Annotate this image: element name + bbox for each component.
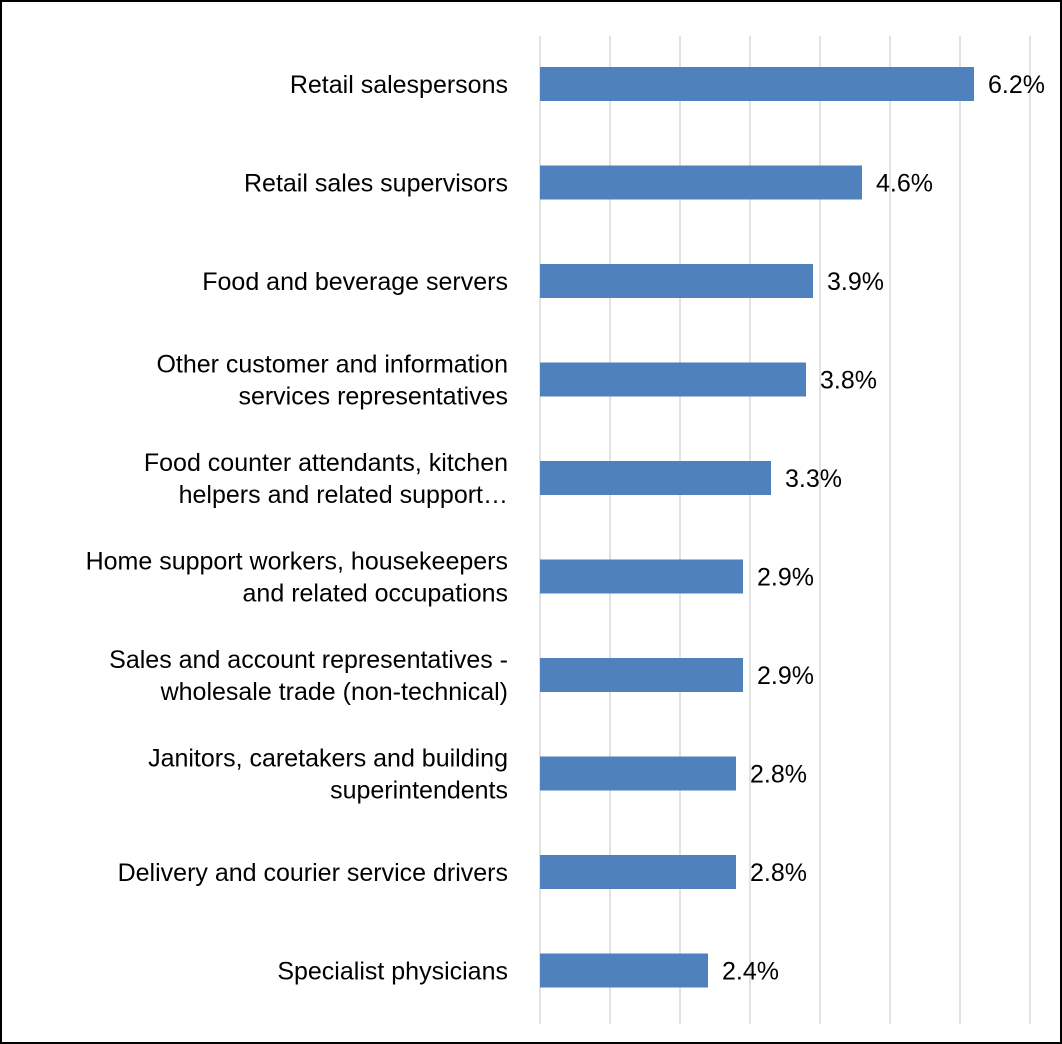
data-label: 6.2% — [988, 71, 1045, 99]
bar — [540, 559, 743, 594]
bar — [540, 658, 743, 692]
category-label: Specialist physicians — [277, 958, 508, 986]
data-label: 2.9% — [757, 662, 814, 690]
data-label: 2.4% — [722, 958, 779, 986]
data-label: 2.8% — [750, 761, 807, 789]
bar — [540, 953, 708, 988]
bar — [540, 264, 813, 298]
data-label: 4.6% — [876, 170, 933, 198]
bar — [540, 67, 974, 101]
bar — [540, 855, 736, 889]
category-label: wholesale trade (non-technical) — [160, 678, 508, 706]
data-label: 3.8% — [820, 367, 877, 395]
bar — [540, 756, 736, 791]
category-label: Delivery and courier service drivers — [118, 859, 508, 887]
category-label: Janitors, caretakers and building — [148, 745, 508, 773]
category-label: Sales and account representatives - — [109, 646, 508, 674]
data-label: 3.9% — [827, 268, 884, 296]
category-label: Home support workers, housekeepers — [86, 548, 508, 576]
category-label: superintendents — [330, 777, 508, 805]
bar — [540, 165, 862, 200]
data-label: 2.8% — [750, 859, 807, 887]
category-label: Retail salespersons — [290, 71, 508, 99]
category-label: Retail sales supervisors — [244, 170, 508, 198]
labels: 6.2% Retail salespersons 4.6% Retail sales … — [86, 71, 1045, 986]
data-label: 3.3% — [785, 465, 842, 493]
category-label: Food counter attendants, kitchen — [144, 449, 508, 477]
bar — [540, 461, 771, 495]
bar — [540, 362, 806, 397]
category-label: Other customer and information — [156, 351, 508, 379]
data-label: 2.9% — [757, 564, 814, 592]
category-label: Food and beverage servers — [202, 268, 508, 296]
gridlines — [539, 36, 1031, 1024]
bars — [540, 67, 974, 988]
category-label: services representatives — [238, 383, 508, 411]
category-label: and related occupations — [243, 580, 508, 608]
category-label: helpers and related support… — [179, 481, 508, 509]
